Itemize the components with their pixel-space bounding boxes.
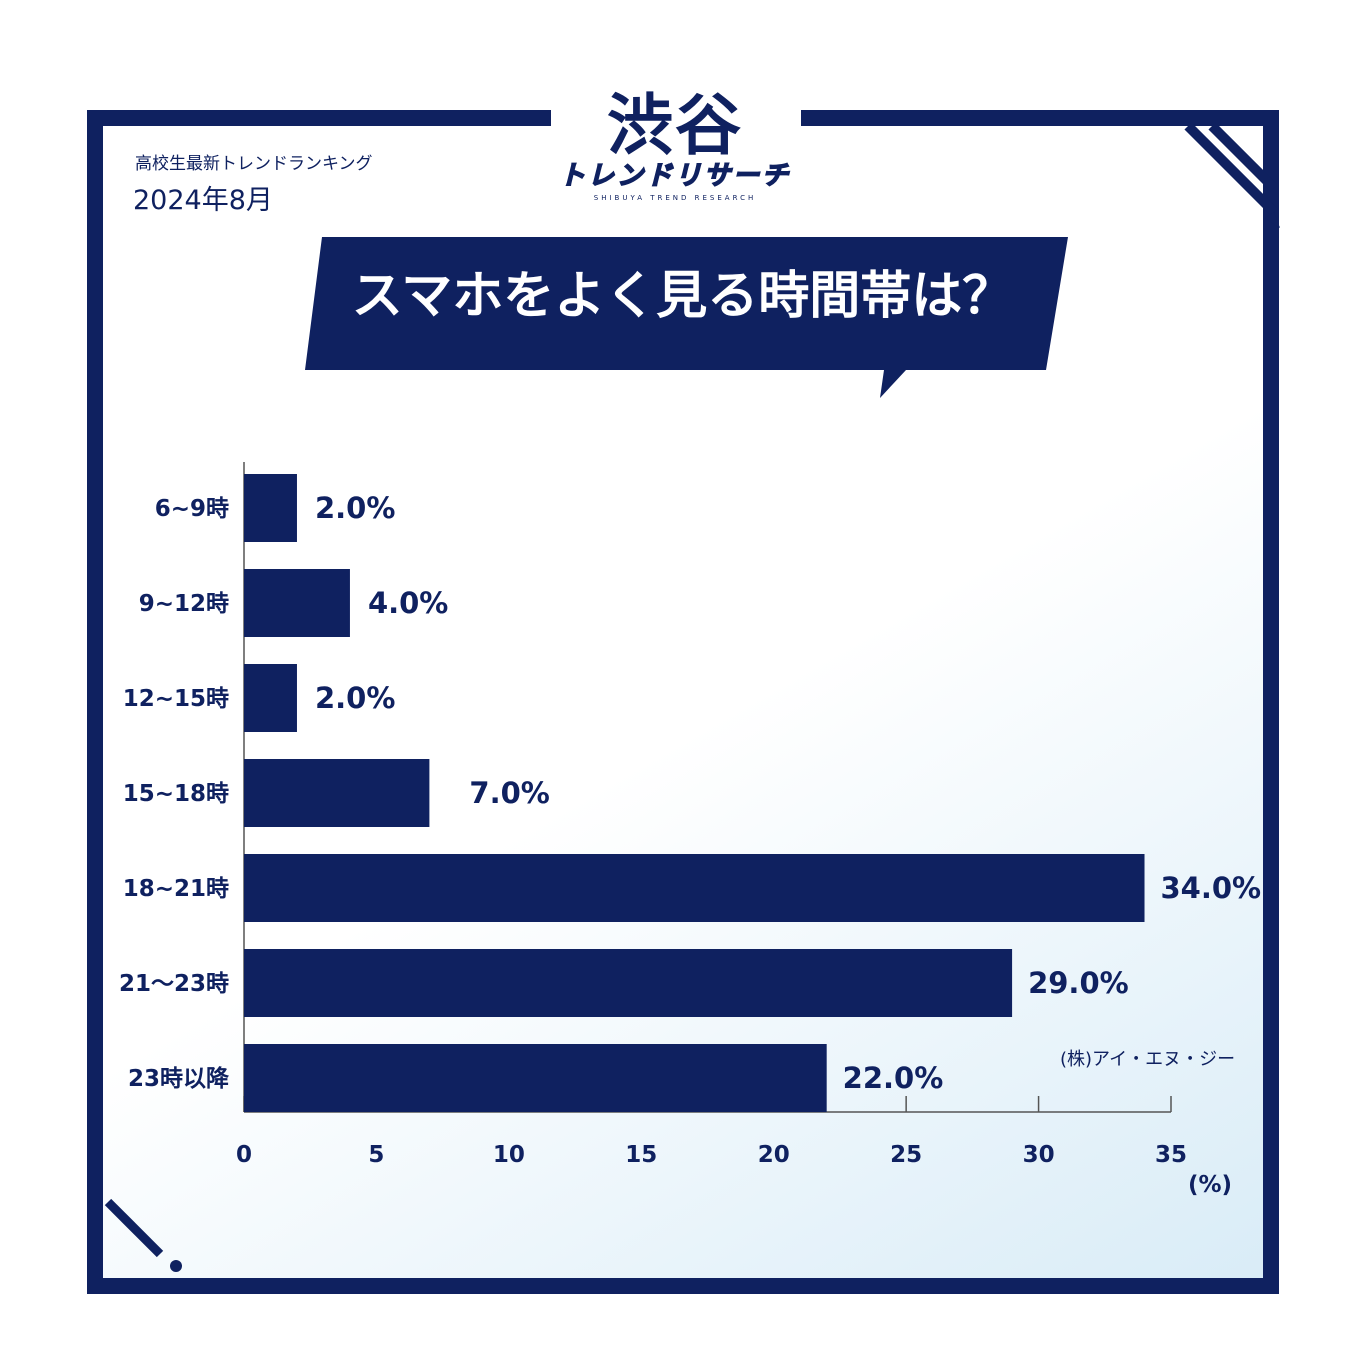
title-banner (305, 237, 1068, 398)
logo-tagline: SHIBUYA TREND RESEARCH (593, 194, 757, 202)
x-tick-label: 10 (493, 1142, 525, 1168)
value-label: 22.0% (843, 1061, 944, 1095)
value-label: 34.0% (1161, 871, 1262, 905)
shibuya-trend-research-logo: 渋谷 トレンドリサーチ SHIBUYA TREND RESEARCH (530, 88, 820, 213)
bar (244, 1044, 827, 1112)
bar (244, 759, 430, 827)
x-axis-unit-label: (%) (1188, 1172, 1232, 1198)
bar (244, 949, 1013, 1017)
bar (244, 854, 1145, 922)
category-label: 18~21時 (123, 876, 229, 902)
value-label: 4.0% (368, 586, 448, 620)
frame-gap (551, 104, 801, 130)
period: 2024年8月 (133, 185, 273, 216)
corner-stripes-bottom-left (104, 1198, 182, 1272)
x-tick-label: 20 (758, 1142, 790, 1168)
x-tick-label: 25 (890, 1142, 922, 1168)
category-label: 23時以降 (128, 1066, 230, 1092)
bar (244, 664, 297, 732)
category-label: 21〜23時 (119, 971, 229, 997)
value-label: 2.0% (315, 491, 395, 525)
x-tick-label: 0 (236, 1142, 252, 1168)
bar (244, 569, 350, 637)
x-tick-label: 35 (1155, 1142, 1187, 1168)
x-tick-label: 15 (625, 1142, 657, 1168)
x-tick-label: 5 (368, 1142, 384, 1168)
value-label: 7.0% (469, 776, 549, 810)
corner-stripes-top-right (1184, 122, 1280, 228)
category-label: 6~9時 (155, 496, 229, 522)
logo-main-text: 渋谷 (607, 87, 743, 164)
value-label: 29.0% (1028, 966, 1129, 1000)
x-tick-label: 30 (1023, 1142, 1055, 1168)
credit: (株)アイ・エヌ・ジー (1060, 1049, 1236, 1070)
chart-title: スマホをよく見る時間帯は？ (351, 267, 1014, 326)
value-label: 2.0% (315, 681, 395, 715)
category-label: 12~15時 (123, 686, 229, 712)
logo-sub-text: トレンドリサーチ (558, 160, 791, 192)
bar (244, 474, 297, 542)
subtitle: 高校生最新トレンドランキング (135, 154, 373, 174)
category-label: 9~12時 (139, 591, 229, 617)
category-label: 15~18時 (123, 781, 229, 807)
